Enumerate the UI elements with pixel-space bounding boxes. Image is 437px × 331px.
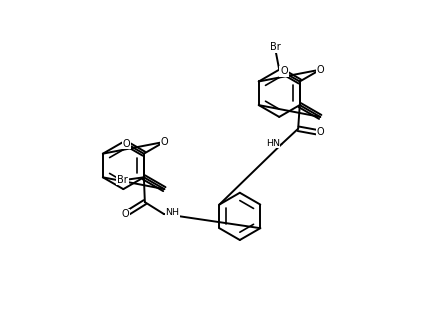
Text: Br: Br bbox=[117, 175, 128, 185]
Text: O: O bbox=[160, 137, 168, 147]
Text: O: O bbox=[316, 127, 324, 137]
Text: O: O bbox=[122, 210, 129, 219]
Text: O: O bbox=[123, 139, 130, 149]
Text: O: O bbox=[316, 65, 324, 75]
Text: O: O bbox=[280, 67, 288, 76]
Text: Br: Br bbox=[271, 42, 281, 52]
Text: NH: NH bbox=[166, 209, 180, 217]
Text: HN: HN bbox=[266, 139, 280, 148]
